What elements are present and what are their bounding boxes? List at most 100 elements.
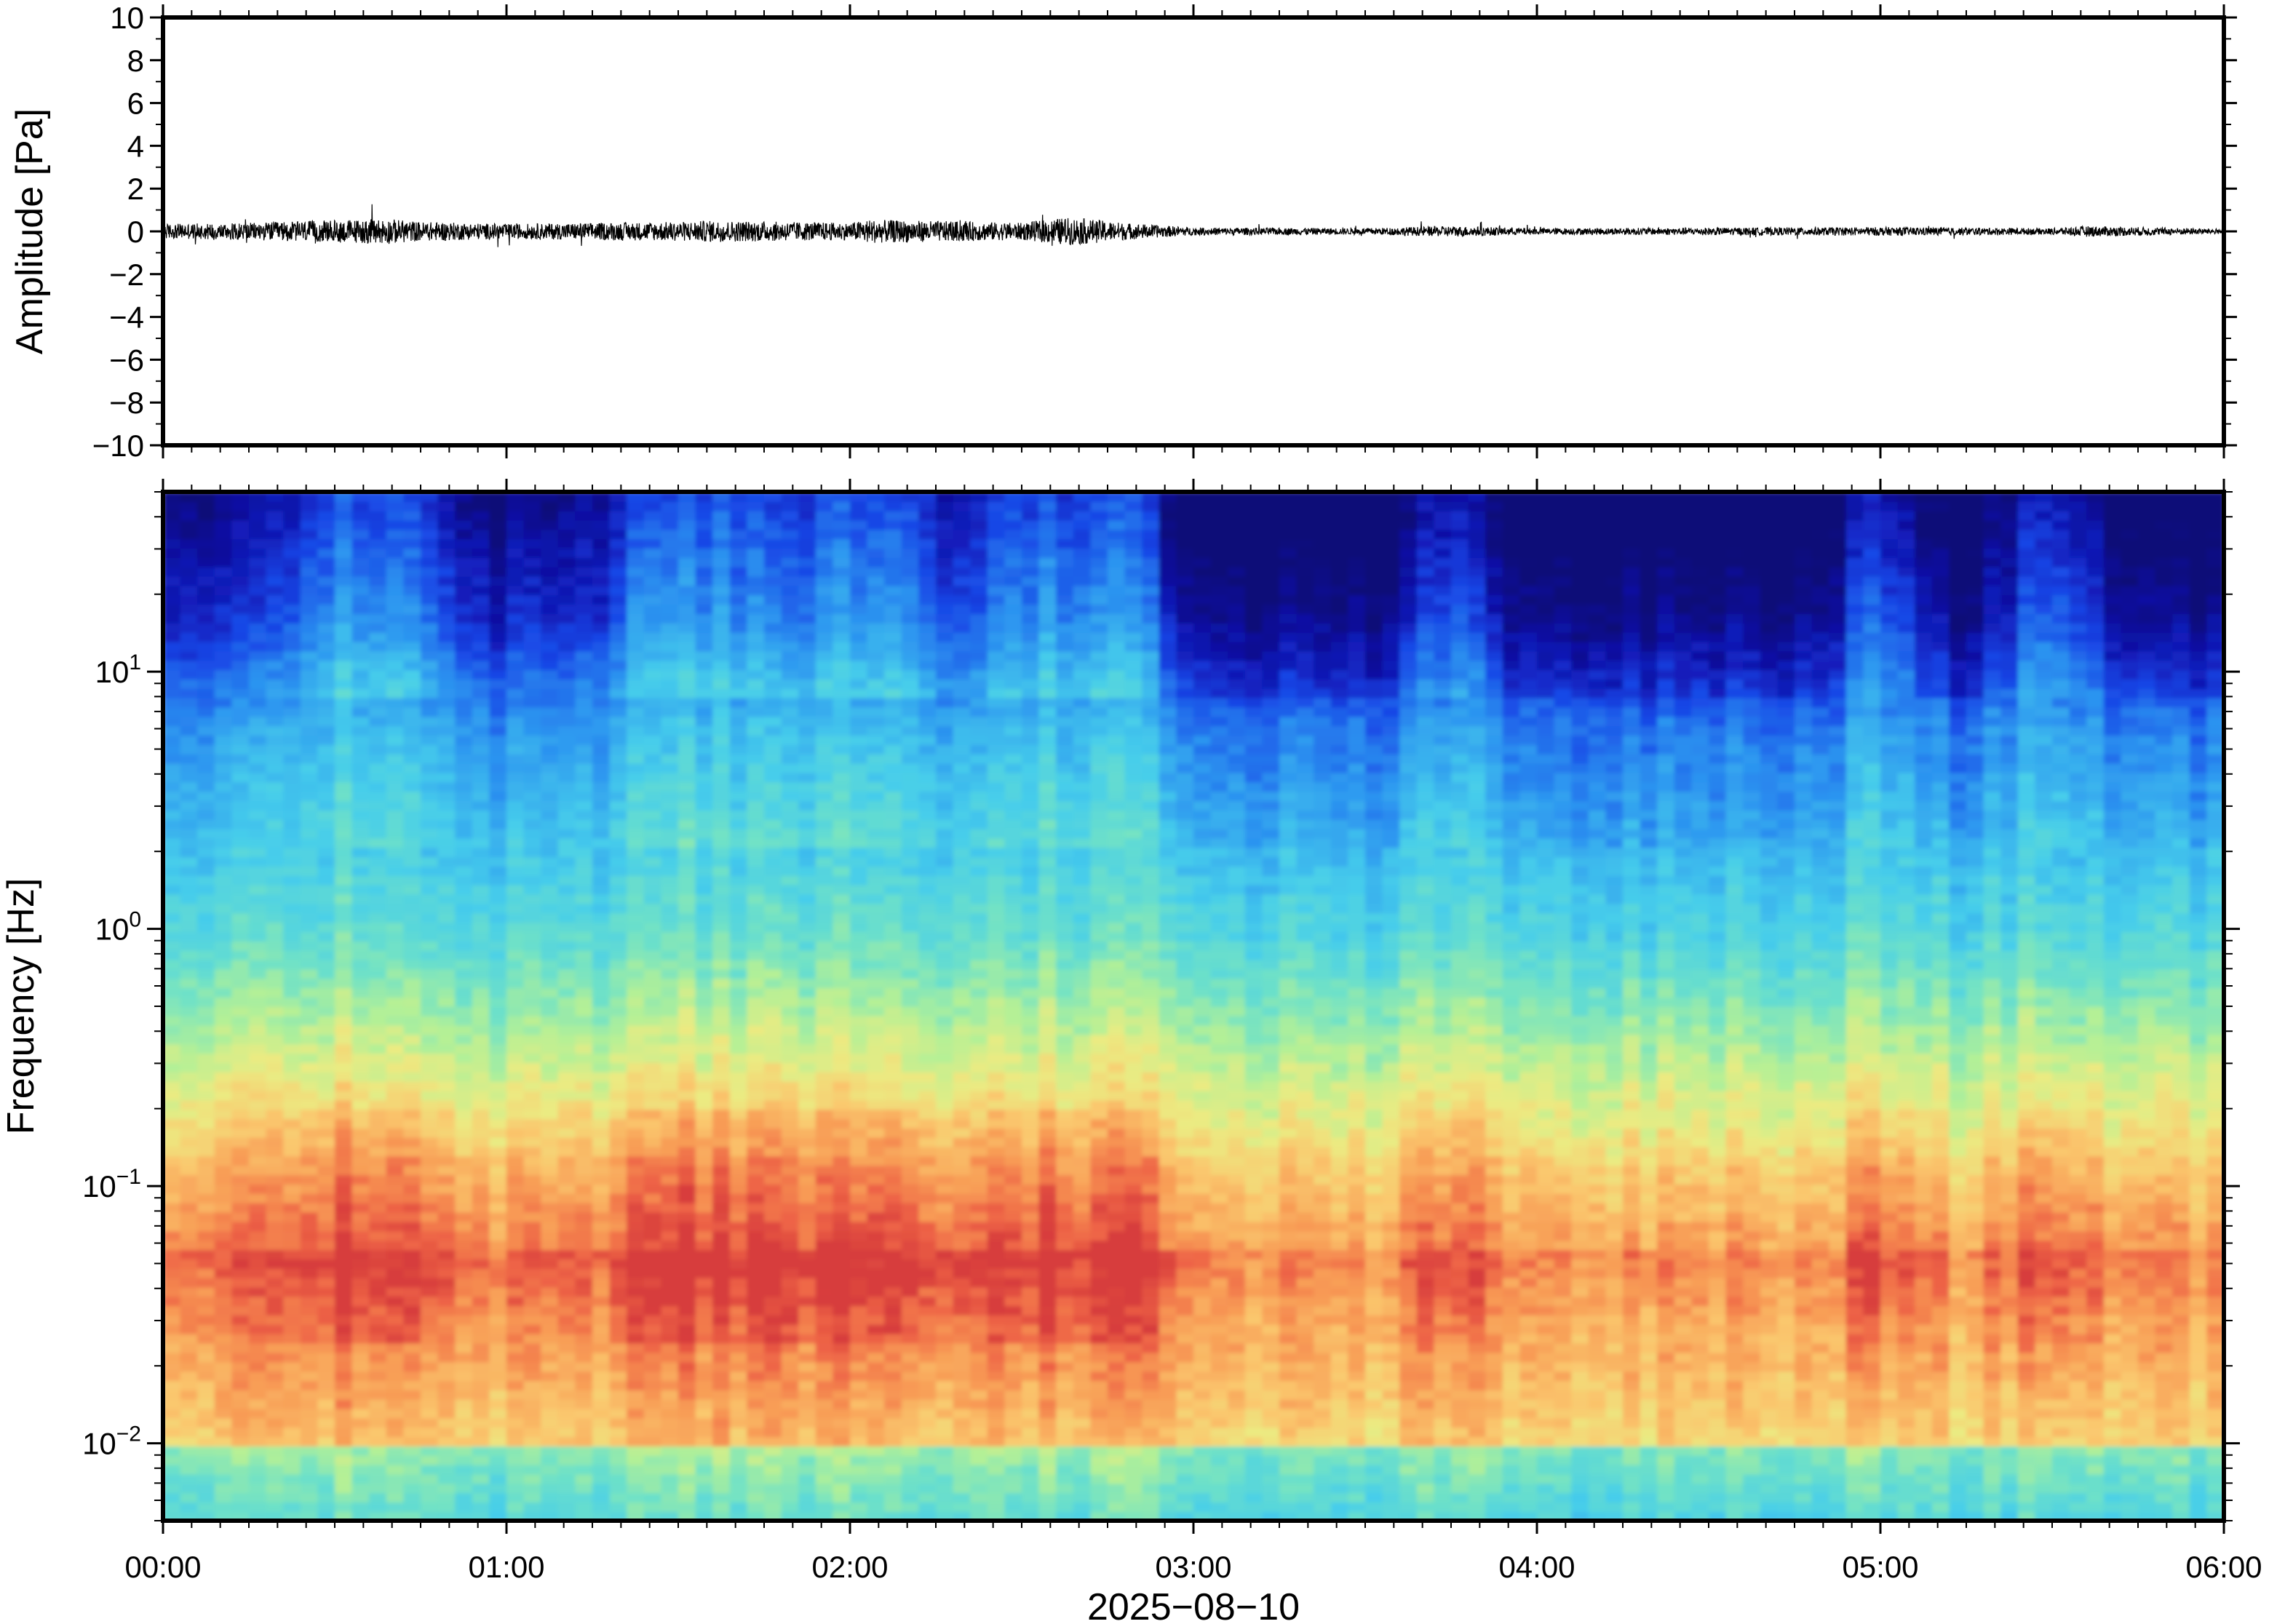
spectrogram-cell [729,912,748,923]
spectrogram-cell [678,1483,696,1494]
spectrogram-cell [455,1193,473,1203]
spectrogram-cell [557,1315,576,1325]
spectrogram-cell [266,1155,284,1166]
spectrogram-cell [815,1109,834,1120]
spectrogram-cell [541,1342,559,1353]
spectrogram-cell [541,950,559,960]
spectrogram-cell [627,679,645,689]
spectrogram-cell [592,997,611,1007]
spectrogram-cell [747,772,765,783]
spectrogram-cell [798,1390,816,1400]
spectrogram-cell [764,763,782,773]
spectrogram-cell [712,1165,731,1176]
spectrogram-cell [695,1352,713,1363]
spectrogram-cell [351,1090,370,1101]
spectrogram-cell [557,931,576,942]
spectrogram-cell [180,1034,198,1045]
spectrogram-cell [249,1174,267,1185]
spectrogram-cell [300,1305,319,1315]
spectrogram-cell [815,679,834,689]
spectrogram-cell [180,1342,198,1353]
spectrogram-cell [403,1315,421,1325]
spectrogram-cell [437,753,456,764]
spectrogram-cell [729,492,748,502]
spectrogram-cell [335,912,353,923]
spectrogram-cell [472,538,490,549]
spectrogram-cell [249,1193,267,1203]
spectrogram-cell [335,679,353,689]
spectrogram-cell [214,697,233,708]
spectrogram-cell [197,1305,215,1315]
waveform-y-tick-label: −4 [109,300,144,335]
spectrogram-cell [729,950,748,960]
spectrogram-cell [901,1408,920,1419]
spectrogram-cell [403,501,421,512]
spectrogram-cell [283,884,301,895]
spectrogram-cell [661,492,679,502]
spectrogram-cell [747,650,765,661]
spectrogram-cell [678,1473,696,1484]
spectrogram-cell [729,866,748,876]
spectrogram-cell [695,1380,713,1390]
spectrogram-cell [575,1249,593,1259]
spectrogram-cell [403,1324,421,1334]
spectrogram-cell [695,1267,713,1278]
spectrogram-cell [249,744,267,755]
spectrogram-cell [695,594,713,605]
spectrogram-cell [249,1062,267,1072]
spectrogram-cell [266,1006,284,1016]
spectrogram-cell [592,594,611,605]
spectrogram-cell [437,763,456,773]
spectrogram-cell [214,1202,233,1213]
spectrogram-cell [317,791,335,801]
spectrogram-cell [678,753,696,764]
spectrogram-cell [729,1511,748,1521]
spectrogram-cell [283,893,301,904]
spectrogram-cell [557,1240,576,1251]
spectrogram-cell [678,1146,696,1157]
spectrogram-cell [781,566,799,577]
spectrogram-cell [884,623,902,633]
spectrogram-cell [661,1062,679,1072]
spectrogram-cell [764,837,782,848]
spectrogram-cell [884,1221,902,1232]
spectrogram-cell [163,1464,181,1475]
spectrogram-cell [781,1408,799,1419]
spectrogram-cell [163,1072,181,1082]
spectrogram-cell [351,1109,370,1120]
spectrogram-cell [421,1240,439,1251]
spectrogram-cell [661,847,679,858]
spectrogram-cell [386,1277,405,1288]
spectrogram-cell [163,744,181,755]
spectrogram-cell [609,1483,627,1494]
spectrogram-cell [351,688,370,698]
spectrogram-cell [180,576,198,586]
spectrogram-cell [747,1408,765,1419]
spectrogram-cell [747,968,765,979]
spectrogram-cell [351,1155,370,1166]
spectrogram-cell [421,1034,439,1045]
spectrogram-cell [712,1492,731,1503]
spectrogram-cell [643,1286,662,1297]
spectrogram-cell [747,613,765,624]
spectrogram-cell [283,604,301,614]
spectrogram-cell [764,1408,782,1419]
spectrogram-cell [300,941,319,951]
spectrogram-cell [214,1502,233,1512]
spectrogram-cell [489,1211,507,1222]
spectrogram-cell [747,1446,765,1456]
spectrogram-cell [249,772,267,783]
spectrogram-cell [489,997,507,1007]
spectrogram-cell [369,987,387,998]
spectrogram-cell [712,1062,731,1072]
spectrogram-cell [781,912,799,923]
spectrogram-cell [300,772,319,783]
spectrogram-cell [850,1483,868,1494]
spectrogram-cell [575,1174,593,1185]
spectrogram-cell [180,716,198,727]
spectrogram-cell [421,847,439,858]
spectrogram-cell [214,641,233,652]
spectrogram-cell [867,697,885,708]
spectrogram-cell [884,594,902,605]
spectrogram-cell [729,1446,748,1456]
